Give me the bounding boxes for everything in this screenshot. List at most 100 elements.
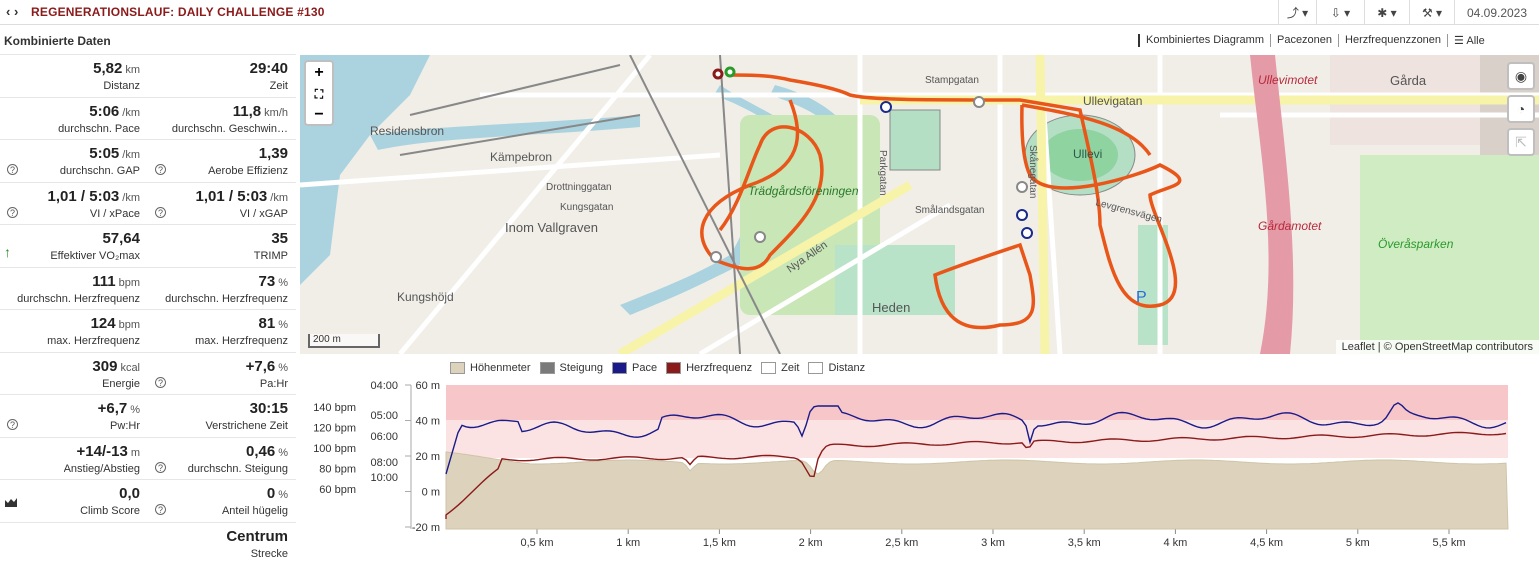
help-icon[interactable]: ? [7,419,18,430]
elev-tick: 0 m [422,487,440,499]
legend-item[interactable]: Höhenmeter [450,362,531,374]
elev-tick: 60 m [416,380,440,392]
stat-label: Anteil hügelig [221,505,288,517]
stat-cell: 0,0 Climb Score [0,480,148,522]
stats-row: 1,01 / 5:03/km VI / xPace? 1,01 / 5:03/km V… [0,181,296,225]
chart-plot[interactable]: 140 bpm 120 bpm 100 bpm 80 bpm 60 bpm 04:00 05… [300,354,1539,574]
stat-value: 1,01 / 5:03/km [48,188,140,205]
stat-value: 11,8 km/h [233,103,288,120]
route-toggle-icon[interactable]: ⇱ [1507,128,1535,156]
stats-row: Centrum Strecke [0,521,296,565]
help-icon[interactable]: ? [155,461,166,473]
stat-value: 0% [267,485,288,502]
magic-button[interactable]: ✱ ▾ [1364,0,1409,25]
stat-number: +7,6 [245,357,276,375]
speedometer-icon[interactable]: ◔ [1507,95,1535,123]
stat-value: 5:05/km [89,145,140,162]
stat-number: 5:06 [89,102,120,120]
stats-heading: Kombinierte Daten [4,34,111,48]
legend-item[interactable]: Distanz [808,362,865,374]
stat-label: Anstieg/Abstieg [63,462,140,475]
globe-layer-icon[interactable]: ◉ [1507,62,1535,90]
tools-button[interactable]: ⚒ ▾ [1409,0,1454,25]
stat-unit: bpm [118,276,140,289]
stat-cell: 5,82 km Distanz [0,55,148,97]
stat-number: 0,0 [119,485,140,502]
activity-title: REGENERATIONSLAUF: DAILY CHALLENGE #130 [31,5,325,19]
stats-row: 0,0 Climb Score 0% Anteil hügelig? [0,479,296,522]
stat-number: +6,7 [97,400,128,417]
stat-number: 309 [92,357,118,375]
stat-value: 35 [271,230,288,247]
route-map[interactable]: Residensbron Kämpebron Trädgårdsförening… [300,55,1539,354]
help-icon[interactable]: ? [7,164,18,175]
stat-value: 30:15 [250,400,288,417]
legend-item[interactable]: Zeit [761,362,799,374]
zoom-in-button[interactable]: + [314,64,324,81]
download-button[interactable]: ⇩ ▾ [1316,0,1364,25]
stat-label: Aerobe Effizienz [208,165,288,177]
x-tick: 5,5 km [1432,537,1465,549]
legend-item[interactable]: Steigung [539,362,603,374]
stats-row: 57,64 Effektiver VO₂max ↑ 35 TRIMP [0,224,296,267]
stat-label: Zeit [269,80,288,92]
stat-number: 57,64 [102,230,140,247]
stat-cell: 5:05/km durchschn. GAP? [0,140,148,182]
stat-unit: % [278,489,288,501]
map-attribution[interactable]: Leaflet | © OpenStreetMap contributors [1335,340,1539,354]
stat-number: 5,82 [93,60,123,77]
pace-tick: 08:00 [370,457,398,469]
stat-cell: +14/-13 m Anstieg/Abstieg [0,438,148,480]
hr-tick: 140 bpm [313,402,356,414]
stats-row: 309 kcal Energie +7,6% Pa:Hr? [0,351,296,395]
help-icon[interactable]: ? [155,504,166,515]
tab-all[interactable]: ☰ Alle [1447,34,1491,47]
stat-number: 30:15 [249,400,288,417]
pace-tick: 10:00 [370,472,398,484]
stat-value: 0,46% [246,443,288,460]
chart-tabs: Kombiniertes Diagramm Pacezonen Herzfreq… [1138,34,1491,47]
stat-value: 1,01 / 5:03/km [196,188,288,205]
legend-item[interactable]: Pace [611,362,657,374]
stat-label: Pa:Hr [259,377,288,390]
activity-date: 04.09.2023 [1454,0,1539,25]
help-icon[interactable]: ? [155,164,166,175]
stat-number: 73 [258,272,276,290]
stat-number: 81 [258,315,276,332]
x-tick: 4,5 km [1250,537,1283,549]
map-label: Ullevi [1073,147,1102,161]
tab-hrzones[interactable]: Herzfrequenzzonen [1338,34,1447,47]
map-label: Gårda [1390,73,1427,88]
stat-value: 57,64 [102,230,140,247]
help-icon[interactable]: ? [7,206,18,218]
stat-cell: 0% Anteil hügelig? [148,480,296,522]
fullscreen-button[interactable]: ⛶ [314,87,324,101]
stat-label: max. Herzfrequenz [195,335,288,347]
map-tiles[interactable]: Residensbron Kämpebron Trädgårdsförening… [300,55,1539,354]
legend-item[interactable]: Herzfrequenz [666,362,752,374]
legend-swatch [539,362,555,374]
share-button[interactable]: ⤴ ▾ [1278,0,1316,25]
combined-chart[interactable]: Höhenmeter Steigung Pace Herzfrequenz Zeit Di… [300,354,1539,574]
nav-arrows[interactable]: ‹ › [6,4,19,19]
map-scale: 200 m [308,334,380,348]
stats-row: +14/-13 m Anstieg/Abstieg 0,46% durchschn. S… [0,436,296,480]
help-icon[interactable]: ? [155,206,166,218]
map-label: Kungsgatan [560,202,613,213]
stat-unit: /km [122,106,140,119]
stats-row: 124 bpm max. Herzfrequenz 81% max. Herzfrequ… [0,309,296,352]
zoom-out-button[interactable]: − [314,106,324,123]
stat-label: VI / xPace [89,207,140,220]
svg-text:P: P [1136,289,1147,306]
legend-swatch [611,362,627,374]
stat-cell: 1,39 Aerobe Effizienz? [148,140,296,182]
tab-pacezones[interactable]: Pacezonen [1269,34,1338,47]
stat-value: 124 bpm [91,315,140,332]
tab-combined[interactable]: Kombiniertes Diagramm [1138,34,1270,47]
stat-label: max. Herzfrequenz [47,335,140,347]
stat-unit: km [125,64,140,76]
stat-cell: 30:15 Verstrichene Zeit [148,395,296,437]
stat-value: 73% [259,273,288,290]
help-icon[interactable]: ? [155,376,166,388]
stat-value: 309 kcal [92,358,140,375]
